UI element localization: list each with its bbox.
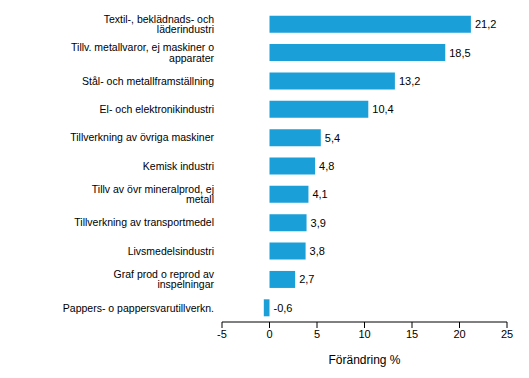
svg-text:3,8: 3,8 xyxy=(310,245,325,257)
svg-text:-0,6: -0,6 xyxy=(274,302,293,314)
svg-text:0: 0 xyxy=(266,328,272,340)
svg-text:Förändring %: Förändring % xyxy=(328,353,400,367)
svg-text:Pappers- o pappersvarutillverk: Pappers- o pappersvarutillverkn. xyxy=(63,302,214,314)
svg-text:15: 15 xyxy=(406,328,418,340)
svg-text:25: 25 xyxy=(501,328,513,340)
svg-text:5: 5 xyxy=(314,328,320,340)
svg-text:Graf prod o reprod avinspelnin: Graf prod o reprod avinspelningar xyxy=(114,268,215,291)
svg-text:Tillverkning av transportmedel: Tillverkning av transportmedel xyxy=(74,216,214,228)
svg-text:-5: -5 xyxy=(217,328,227,340)
svg-text:El- och elektronikindustri: El- och elektronikindustri xyxy=(100,103,214,115)
svg-text:2,7: 2,7 xyxy=(299,273,314,285)
svg-text:21,2: 21,2 xyxy=(475,18,496,30)
svg-text:10,4: 10,4 xyxy=(372,103,393,115)
svg-text:Tillv. metallvaror, ej maskine: Tillv. metallvaror, ej maskiner oapparat… xyxy=(71,41,214,64)
svg-text:Tillv av övr mineralprod, ejme: Tillv av övr mineralprod, ejmetall xyxy=(92,183,214,206)
svg-text:5,4: 5,4 xyxy=(325,132,340,144)
svg-text:18,5: 18,5 xyxy=(449,47,470,59)
svg-text:Tillverkning av övriga maskine: Tillverkning av övriga maskiner xyxy=(70,131,214,143)
svg-text:3,9: 3,9 xyxy=(311,217,326,229)
svg-text:10: 10 xyxy=(358,328,370,340)
svg-text:13,2: 13,2 xyxy=(399,75,420,87)
svg-text:Livsmedelsindustri: Livsmedelsindustri xyxy=(128,245,214,257)
svg-text:20: 20 xyxy=(453,328,465,340)
svg-text:4,8: 4,8 xyxy=(319,160,334,172)
svg-text:4,1: 4,1 xyxy=(312,188,327,200)
svg-text:Kemisk industri: Kemisk industri xyxy=(143,160,214,172)
svg-text:Textil-, beklädnads- ochläderi: Textil-, beklädnads- ochläderindustri xyxy=(104,13,214,36)
svg-text:Stål- och metallframställning: Stål- och metallframställning xyxy=(82,75,214,87)
